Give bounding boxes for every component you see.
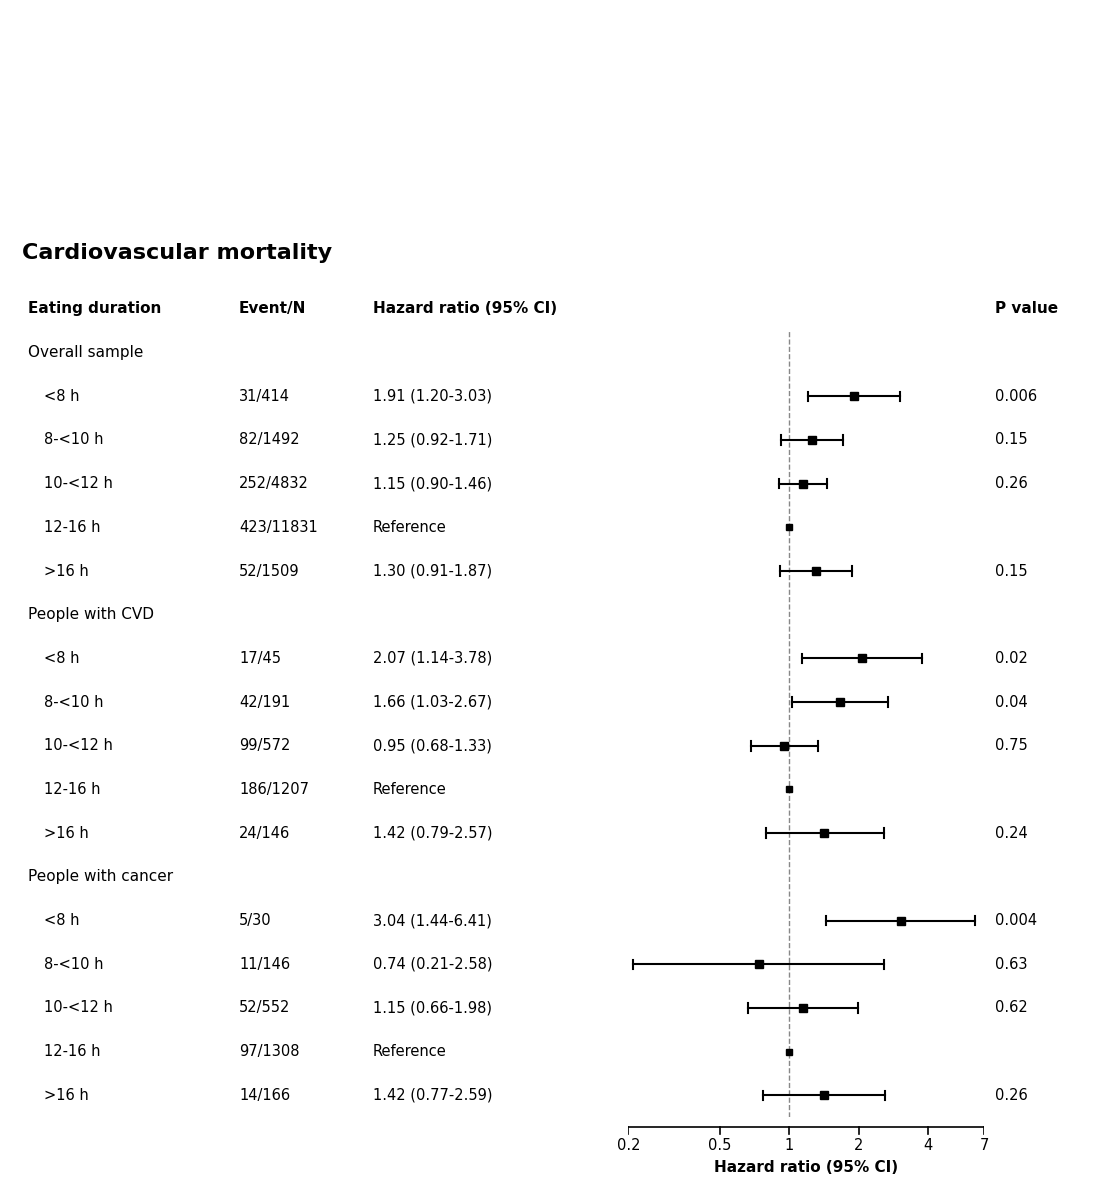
Text: 1.15 (0.66-1.98): 1.15 (0.66-1.98) [373, 1000, 492, 1016]
Text: 52/552: 52/552 [239, 1000, 290, 1016]
Text: 99/572: 99/572 [239, 738, 290, 753]
Text: 8-<10 h: 8-<10 h [44, 957, 105, 972]
Text: 5/30: 5/30 [239, 913, 271, 928]
Text: 0.26: 0.26 [995, 476, 1027, 491]
Text: 12-16 h: 12-16 h [44, 1044, 101, 1059]
Text: 186/1207: 186/1207 [239, 782, 309, 797]
Text: <8 h: <8 h [44, 651, 80, 666]
Text: 8-<10 h: 8-<10 h [44, 432, 105, 448]
Text: 252/4832: 252/4832 [239, 476, 309, 491]
Text: 10-<12 h: 10-<12 h [44, 1000, 113, 1016]
Text: Reference: Reference [373, 782, 446, 797]
Text: Lowell;: Lowell; [22, 142, 145, 171]
Text: 82/1492: 82/1492 [239, 432, 300, 448]
Text: 0.2: 0.2 [616, 1137, 641, 1153]
Text: 0.15: 0.15 [995, 563, 1027, 579]
Text: 1.42 (0.77-2.59): 1.42 (0.77-2.59) [373, 1088, 492, 1103]
Text: 31/414: 31/414 [239, 389, 290, 404]
Text: 0.62: 0.62 [995, 1000, 1027, 1016]
Text: Cardiovascular mortality: Cardiovascular mortality [22, 243, 332, 263]
Text: Hazard ratio (95% CI): Hazard ratio (95% CI) [373, 301, 557, 315]
Text: Hazard ratio (95% CI): Hazard ratio (95% CI) [714, 1161, 898, 1175]
Text: 0.95 (0.68-1.33): 0.95 (0.68-1.33) [373, 738, 492, 753]
Text: 97/1308: 97/1308 [239, 1044, 299, 1059]
Text: Wuhan University: Wuhan University [172, 142, 477, 171]
Text: People with cancer: People with cancer [28, 869, 173, 885]
Text: >16 h: >16 h [44, 826, 89, 841]
Text: 0.5: 0.5 [708, 1137, 732, 1153]
Text: 42/191: 42/191 [239, 694, 290, 710]
Text: P value: P value [995, 301, 1059, 315]
Text: 1.15 (0.90-1.46): 1.15 (0.90-1.46) [373, 476, 492, 491]
Text: People with CVD: People with CVD [28, 607, 153, 622]
Text: 14/166: 14/166 [239, 1088, 290, 1103]
Text: 0.63: 0.63 [995, 957, 1027, 972]
Text: 2: 2 [854, 1137, 863, 1153]
Text: 0.75: 0.75 [995, 738, 1027, 753]
Text: 0.02: 0.02 [995, 651, 1029, 666]
Text: 1.66 (1.03-2.67): 1.66 (1.03-2.67) [373, 694, 492, 710]
Text: 0.74 (0.21-2.58): 0.74 (0.21-2.58) [373, 957, 492, 972]
Text: 12-16 h: 12-16 h [44, 520, 101, 535]
Text: 0.15: 0.15 [995, 432, 1027, 448]
Text: 0.04: 0.04 [995, 694, 1027, 710]
Text: 24/146: 24/146 [239, 826, 290, 841]
Text: >16 h: >16 h [44, 1088, 89, 1103]
Text: 1.91 (1.20-3.03): 1.91 (1.20-3.03) [373, 389, 492, 404]
Text: 10-<12 h: 10-<12 h [44, 738, 113, 753]
Text: 10-<12 h: 10-<12 h [44, 476, 113, 491]
Text: 0.006: 0.006 [995, 389, 1037, 404]
Text: 4: 4 [923, 1137, 933, 1153]
Text: <8 h: <8 h [44, 913, 80, 928]
Text: 3.04 (1.44-6.41): 3.04 (1.44-6.41) [373, 913, 492, 928]
Text: 0.24: 0.24 [995, 826, 1027, 841]
Text: 12-16 h: 12-16 h [44, 782, 101, 797]
Text: 2.07 (1.14-3.78): 2.07 (1.14-3.78) [373, 651, 492, 666]
Text: 1.25 (0.92-1.71): 1.25 (0.92-1.71) [373, 432, 492, 448]
Text: 1 of 1: 1 of 1 [113, 87, 176, 107]
Text: 5: 5 [165, 133, 177, 151]
Text: Reference: Reference [373, 1044, 446, 1059]
Text: 0.004: 0.004 [995, 913, 1037, 928]
Text: 1.30 (0.91-1.87): 1.30 (0.91-1.87) [373, 563, 492, 579]
Text: 8-<10 h: 8-<10 h [44, 694, 105, 710]
Text: 423/11831: 423/11831 [239, 520, 318, 535]
Text: Eating duration: Eating duration [28, 301, 161, 315]
Text: Overall sample: Overall sample [28, 345, 143, 360]
Text: 52/1509: 52/1509 [239, 563, 300, 579]
Text: <8 h: <8 h [44, 389, 80, 404]
Text: 17/45: 17/45 [239, 651, 281, 666]
Text: >16 h: >16 h [44, 563, 89, 579]
Text: 1.42 (0.79-2.57): 1.42 (0.79-2.57) [373, 826, 492, 841]
Text: 0.26: 0.26 [995, 1088, 1027, 1103]
Text: Event/N: Event/N [239, 301, 307, 315]
Text: Reference: Reference [373, 520, 446, 535]
Text: 11/146: 11/146 [239, 957, 290, 972]
Text: 1: 1 [785, 1137, 794, 1153]
Text: 7: 7 [980, 1137, 989, 1153]
